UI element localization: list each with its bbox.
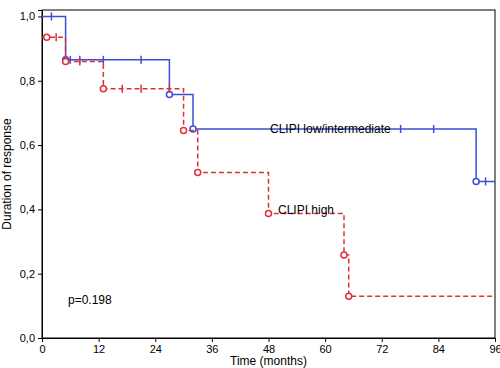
censor-mark	[169, 85, 171, 93]
y-tick-mark	[38, 338, 42, 339]
plot: 0 12 24 36 48 60 72 84 96 0,0 0,2 0,4 0,6 0,8 1,0	[20, 10, 500, 355]
y-axis: 0,0 0,2 0,4 0,6 0,8 1,0	[20, 10, 43, 344]
y-axis-title: Duration of response	[0, 118, 14, 230]
x-tick-mark	[325, 338, 326, 342]
x-tick: 72	[376, 338, 388, 355]
x-axis: 0 12 24 36 48 60 72 84 96	[39, 338, 500, 355]
censor-mark	[485, 177, 487, 185]
y-tick: 0,8	[20, 75, 42, 87]
x-tick: 24	[150, 338, 162, 355]
censor-mark	[55, 33, 57, 41]
series-label: CLIPI high	[278, 203, 334, 217]
y-tick-mark	[38, 81, 42, 82]
event-marker	[100, 86, 106, 92]
y-tick-label: 0,6	[20, 139, 35, 151]
event-marker	[181, 128, 187, 134]
x-tick: 96	[489, 338, 500, 355]
y-tick-label: 0,8	[20, 75, 35, 87]
x-tick-mark	[99, 338, 100, 342]
censor-mark	[433, 125, 435, 133]
censor-mark	[140, 56, 142, 64]
y-tick-label: 1,0	[20, 10, 35, 22]
y-tick-label: 0,2	[20, 268, 35, 280]
y-tick-mark	[38, 274, 42, 275]
x-tick-mark	[269, 338, 270, 342]
x-tick: 36	[206, 338, 218, 355]
x-tick-label: 12	[93, 343, 105, 355]
x-tick-label: 96	[489, 343, 500, 355]
x-tick-label: 48	[263, 343, 275, 355]
x-tick-mark	[382, 338, 383, 342]
y-tick-mark	[38, 145, 42, 146]
y-tick-label: 0,0	[20, 332, 35, 344]
km-curve	[42, 16, 495, 181]
y-tick: 0,2	[20, 268, 42, 280]
event-marker	[266, 211, 272, 217]
y-tick: 1,0	[20, 10, 42, 22]
x-tick-label: 24	[150, 343, 162, 355]
y-tick-label: 0,4	[20, 203, 35, 215]
x-tick: 84	[433, 338, 445, 355]
x-tick-mark	[212, 338, 213, 342]
x-tick-label: 0	[39, 343, 45, 355]
censor-mark	[79, 57, 81, 65]
annotation: p=0.198	[68, 293, 112, 307]
series-label: CLIPI low/intermediate	[270, 122, 391, 136]
censor-mark	[400, 125, 402, 133]
x-tick: 60	[320, 338, 332, 355]
event-marker	[195, 169, 201, 175]
y-tick: 0,0	[20, 332, 42, 344]
x-tick-label: 60	[320, 343, 332, 355]
x-tick: 12	[93, 338, 105, 355]
censor-mark	[121, 85, 123, 93]
marks-clip	[42, 12, 495, 299]
censor-mark	[70, 56, 72, 64]
marks	[42, 12, 495, 299]
x-tick-label: 36	[206, 343, 218, 355]
chart: 0 12 24 36 48 60 72 84 96 0,0 0,2 0,4 0,6 0,8 1,0 CLIPI…	[0, 0, 500, 368]
x-tick-mark	[155, 338, 156, 342]
x-tick: 48	[263, 338, 275, 355]
x-axis-title: Time (months)	[230, 354, 307, 368]
event-marker	[473, 178, 479, 184]
event-marker	[63, 58, 69, 64]
event-marker	[346, 293, 352, 299]
km-curve	[42, 37, 495, 296]
censor-mark	[103, 56, 105, 64]
x-tick: 0	[39, 338, 45, 355]
x-tick-mark	[495, 338, 496, 342]
censor-mark	[140, 85, 142, 93]
x-axis-line	[43, 339, 496, 343]
plot-frame	[42, 10, 495, 338]
x-tick-mark	[438, 338, 439, 342]
censor-mark	[51, 12, 53, 20]
y-tick-mark	[38, 209, 42, 210]
y-tick: 0,6	[20, 139, 42, 151]
x-tick-label: 84	[433, 343, 445, 355]
y-tick-mark	[38, 16, 42, 17]
event-marker	[44, 34, 50, 40]
event-marker	[341, 252, 347, 258]
y-tick: 0,4	[20, 203, 42, 215]
x-tick-label: 72	[376, 343, 388, 355]
